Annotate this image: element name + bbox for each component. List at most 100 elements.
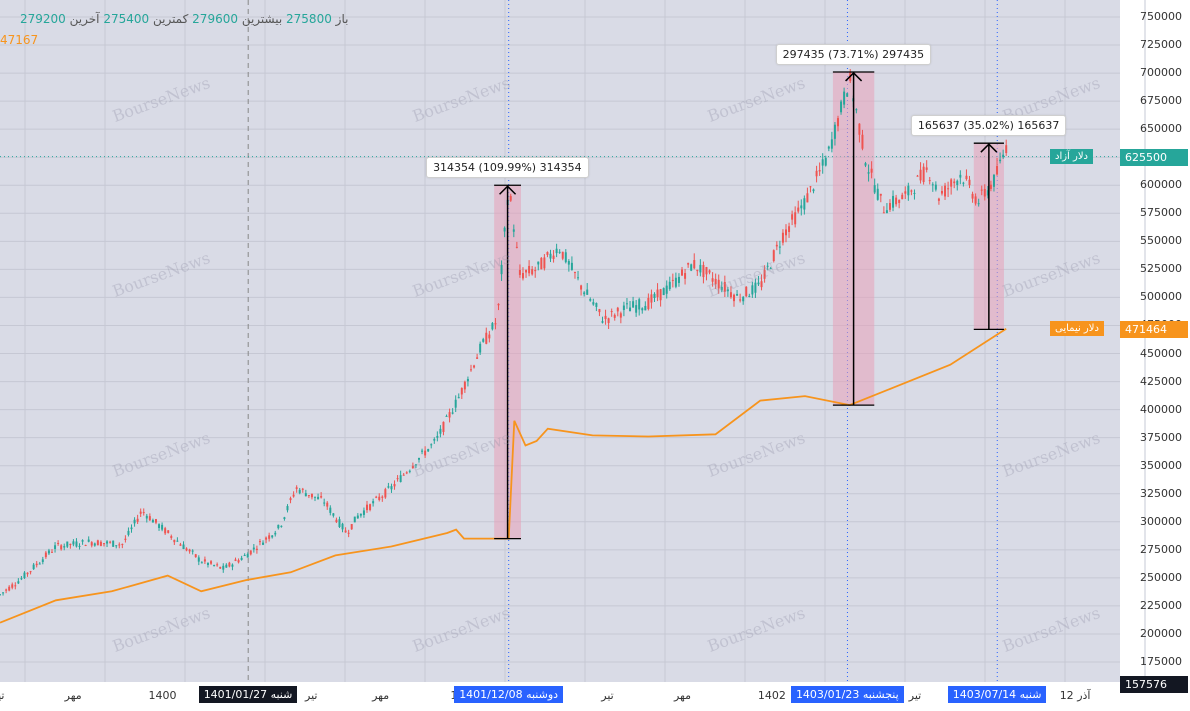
candle-body [632, 301, 635, 308]
measure-arrow-head [980, 143, 998, 153]
candle-body [390, 486, 393, 490]
y-tick-label: 350000 [1140, 458, 1182, 472]
candle-body [647, 297, 650, 310]
candle-body [518, 269, 521, 275]
candle-body [665, 285, 668, 294]
candle-body [448, 412, 451, 418]
candle-body [733, 294, 736, 302]
candle-body [898, 199, 901, 203]
candle-body [78, 545, 81, 547]
candle-body [237, 560, 240, 563]
candle-body [298, 489, 301, 494]
measure-label: 297435 (73.71%) 297435 [775, 43, 932, 65]
candle-body [93, 543, 96, 546]
candle-body [570, 262, 573, 270]
candle-body [708, 270, 711, 273]
candle-body [54, 545, 57, 549]
date-axis-tag: پنجشنبه 1403/01/23 [790, 686, 904, 703]
candle-body [668, 281, 671, 290]
candle-body [222, 565, 225, 570]
candle-body [396, 478, 399, 480]
candle-body [947, 188, 950, 190]
candle-body [145, 515, 148, 519]
price-axis-tag-bottom: 157576 [1120, 676, 1188, 693]
y-tick-label: 400000 [1140, 402, 1182, 416]
candle-body [210, 561, 213, 564]
candle-body [656, 289, 659, 298]
candle-body [671, 279, 674, 281]
candle-body [176, 540, 179, 542]
candle-body [341, 523, 344, 530]
candle-body [830, 139, 833, 149]
candle-body [772, 250, 775, 262]
candle-body [959, 174, 962, 178]
candle-body [191, 550, 194, 552]
candle-body [335, 519, 338, 523]
candle-body [629, 307, 632, 312]
candle-body [362, 510, 365, 515]
candle-body [769, 268, 772, 270]
candle-body [555, 248, 558, 254]
candle-body [546, 252, 549, 255]
candle-body [754, 282, 757, 293]
candle-body [32, 564, 35, 570]
y-tick-label: 425000 [1140, 374, 1182, 388]
candle-body [417, 457, 420, 460]
candle-body [249, 550, 252, 555]
candle-body [182, 544, 185, 550]
candle-body [836, 118, 839, 127]
candle-body [347, 532, 350, 534]
candle-body [840, 101, 843, 113]
candle-body [194, 554, 197, 558]
candle-body [996, 166, 999, 175]
candle-body [500, 264, 503, 275]
y-tick-label: 325000 [1140, 486, 1182, 500]
candle-body [314, 496, 317, 498]
candle-body [577, 277, 580, 279]
candle-body [983, 188, 986, 197]
candle-body [133, 519, 136, 524]
candle-body [307, 495, 310, 497]
high-value: 279600 [192, 12, 238, 26]
candle-body [494, 323, 497, 325]
candle-body [885, 210, 888, 214]
candle-body [784, 229, 787, 236]
y-tick-label: 375000 [1140, 430, 1182, 444]
candle-body [23, 572, 26, 579]
candle-body [1002, 154, 1005, 158]
candle-body [757, 282, 760, 285]
close-label: آخرین [69, 12, 100, 26]
candle-body [625, 303, 628, 305]
candle-body [583, 292, 586, 295]
candle-body [476, 357, 479, 359]
candle-body [601, 321, 604, 323]
candle-body [81, 540, 84, 542]
candle-body [922, 166, 925, 183]
candle-body [369, 504, 372, 510]
candle-body [503, 227, 506, 232]
candle-body [87, 539, 90, 542]
candle-body [106, 541, 109, 544]
y-tick-label: 675000 [1140, 94, 1182, 108]
candle-body [445, 415, 448, 417]
candle-body [950, 179, 953, 187]
candle-body [552, 255, 555, 260]
date-axis-tag: شنبه 1401/01/27 [198, 686, 298, 703]
candle-body [304, 493, 307, 497]
candle-body [580, 285, 583, 290]
candle-body [405, 472, 408, 474]
candle-body [323, 502, 326, 504]
candle-body [739, 299, 742, 301]
candle-body [846, 93, 849, 97]
candle-body [384, 489, 387, 498]
candle-body [573, 272, 576, 274]
candle-body [225, 564, 228, 568]
candle-body [234, 559, 237, 561]
candle-body [265, 537, 268, 540]
candle-body [525, 270, 528, 273]
candle-body [35, 563, 38, 566]
candle-body [72, 541, 75, 545]
candle-body [944, 185, 947, 197]
candle-body [38, 563, 41, 565]
open-label: باز [335, 12, 349, 26]
